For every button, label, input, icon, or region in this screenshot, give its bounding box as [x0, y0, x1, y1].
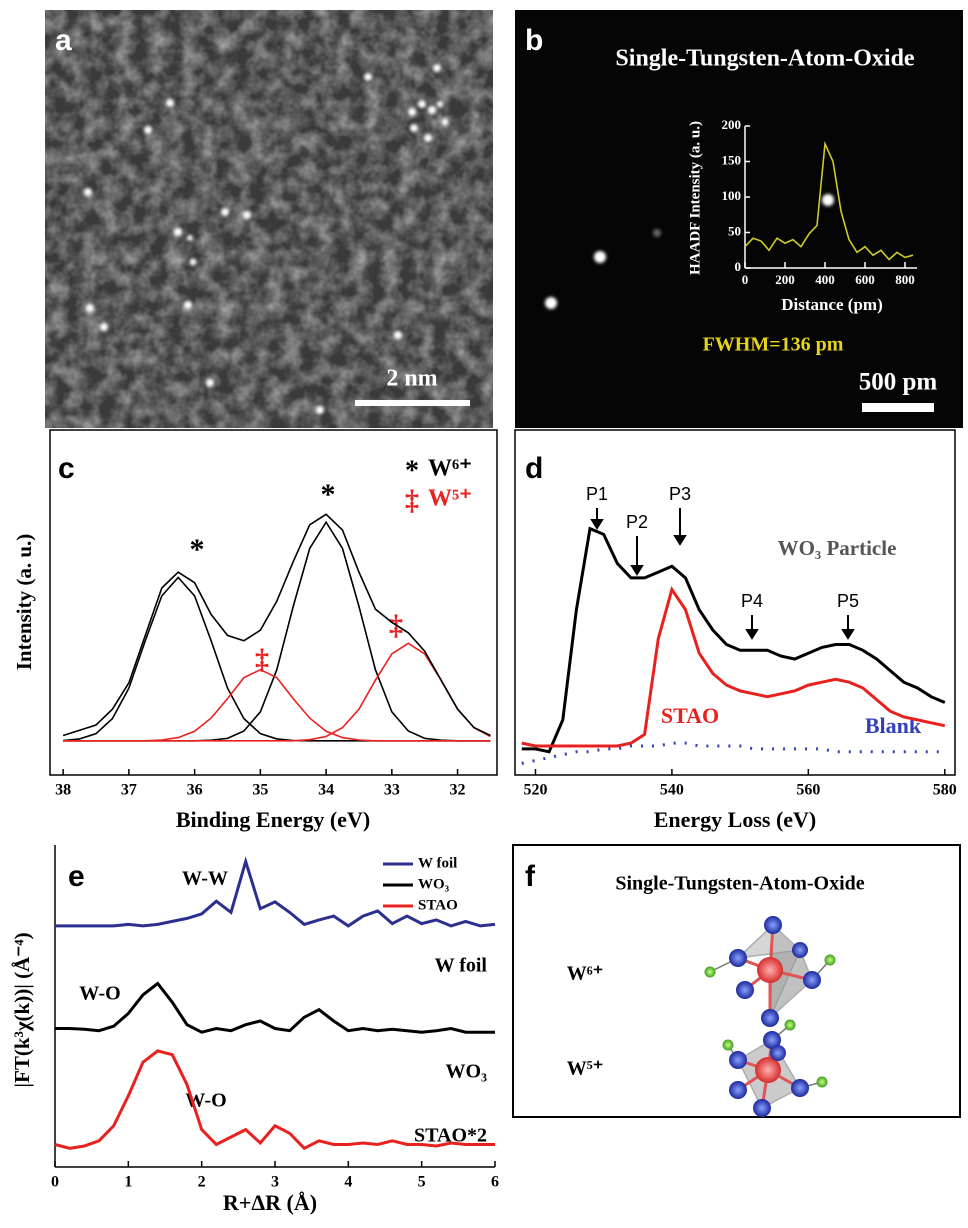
x-tick-label: 1	[124, 1174, 132, 1191]
x-tick-label: 580	[933, 782, 957, 799]
panel-label: c	[58, 452, 75, 485]
y-axis-label: |FT(k³χ(k))| (Å⁻⁴)	[10, 932, 34, 1087]
x-tick-label: 520	[523, 782, 547, 799]
x-tick-label: 32	[450, 782, 466, 799]
y-tick-label: 200	[722, 117, 742, 132]
panel-title: Single-Tungsten-Atom-Oxide	[615, 873, 864, 895]
x-tick-label: 3	[271, 1174, 279, 1191]
state-label: W⁵⁺	[567, 1058, 604, 1080]
peak-label: P1	[586, 484, 608, 504]
y-tick-label: 0	[735, 259, 742, 274]
x-tick-label: 6	[491, 1174, 499, 1191]
peak-label: W-O	[79, 983, 120, 1005]
legend-label: W⁵⁺	[428, 486, 472, 512]
x-tick-label: 0	[742, 272, 749, 287]
structure-w5	[723, 1020, 828, 1118]
fwhm-label: FWHM=136 pm	[703, 334, 844, 356]
legend-label: W foil	[418, 855, 457, 871]
data-line	[63, 522, 490, 741]
page: {"panels":{"labels":["a","b","c","d","e"…	[0, 0, 968, 1228]
legend-label: W⁶⁺	[428, 456, 472, 482]
legend-symbol: ‡	[405, 485, 419, 516]
peak-label: P4	[741, 591, 763, 611]
x-tick-label: 540	[660, 782, 684, 799]
peak-marker: *	[190, 533, 205, 566]
panel-label: e	[68, 860, 85, 893]
x-tick-label: 34	[318, 782, 334, 799]
x-tick-label: 0	[51, 1174, 59, 1191]
data-line	[63, 514, 490, 735]
state-label: W⁶⁺	[567, 963, 604, 985]
x-tick-label: 33	[384, 782, 400, 799]
curve-label: WO₃ Particle	[778, 536, 897, 560]
peak-label: P3	[669, 484, 691, 504]
x-tick-label: 4	[344, 1174, 352, 1191]
x-tick-label: 5	[418, 1174, 426, 1191]
y-axis-label: Intensity (a. u.)	[12, 534, 36, 671]
panel-label: a	[55, 24, 72, 57]
data-line	[55, 984, 495, 1033]
curve-label: STAO	[661, 703, 719, 728]
x-tick-label: 36	[187, 782, 203, 799]
structure-w6	[705, 916, 836, 1027]
x-tick-label: 800	[895, 272, 915, 287]
x-tick-label: 200	[775, 272, 795, 287]
plot-frame	[50, 430, 497, 775]
y-tick-label: 150	[722, 152, 742, 167]
y-axis-label: HAADF Intensity (a. u.)	[687, 121, 703, 275]
y-tick-label: 100	[722, 188, 742, 203]
x-tick-label: 400	[815, 272, 835, 287]
data-line	[63, 670, 490, 741]
x-axis-label: Energy Loss (eV)	[654, 807, 817, 832]
curve-label: WO₃	[445, 1061, 487, 1083]
x-tick-label: 600	[855, 272, 875, 287]
peak-label: W-W	[182, 868, 228, 890]
peak-marker: *	[321, 478, 336, 511]
figure: 2 nm Single-Tungsten-Atom-Oxide FWHM=136…	[0, 0, 968, 1228]
legend-label: STAO	[418, 897, 458, 913]
stem-image-b	[515, 10, 963, 428]
peak-label: P5	[837, 591, 859, 611]
x-tick-label: 560	[796, 782, 820, 799]
x-tick-label: 2	[198, 1174, 206, 1191]
x-axis-label: Distance (pm)	[781, 295, 883, 314]
x-tick-label: 35	[252, 782, 268, 799]
y-tick-label: 50	[728, 223, 741, 238]
panel-title: Single-Tungsten-Atom-Oxide	[615, 46, 914, 72]
legend-label: WO₃	[418, 876, 450, 892]
peak-label: P2	[626, 512, 648, 532]
panel-label: b	[525, 24, 543, 57]
peak-marker: ‡	[389, 610, 403, 641]
scale-label: 2 nm	[386, 366, 437, 392]
x-tick-label: 38	[55, 782, 71, 799]
x-axis-label: R+ΔR (Å)	[223, 1190, 317, 1215]
curve-label: Blank	[865, 713, 922, 738]
x-axis-label: Binding Energy (eV)	[176, 807, 370, 832]
panel-label: d	[525, 452, 543, 485]
panel-label: f	[525, 860, 536, 893]
x-tick-label: 37	[121, 782, 137, 799]
legend-symbol: *	[405, 455, 419, 486]
scale-label: 500 pm	[859, 369, 938, 396]
curve-label: W foil	[435, 955, 488, 977]
